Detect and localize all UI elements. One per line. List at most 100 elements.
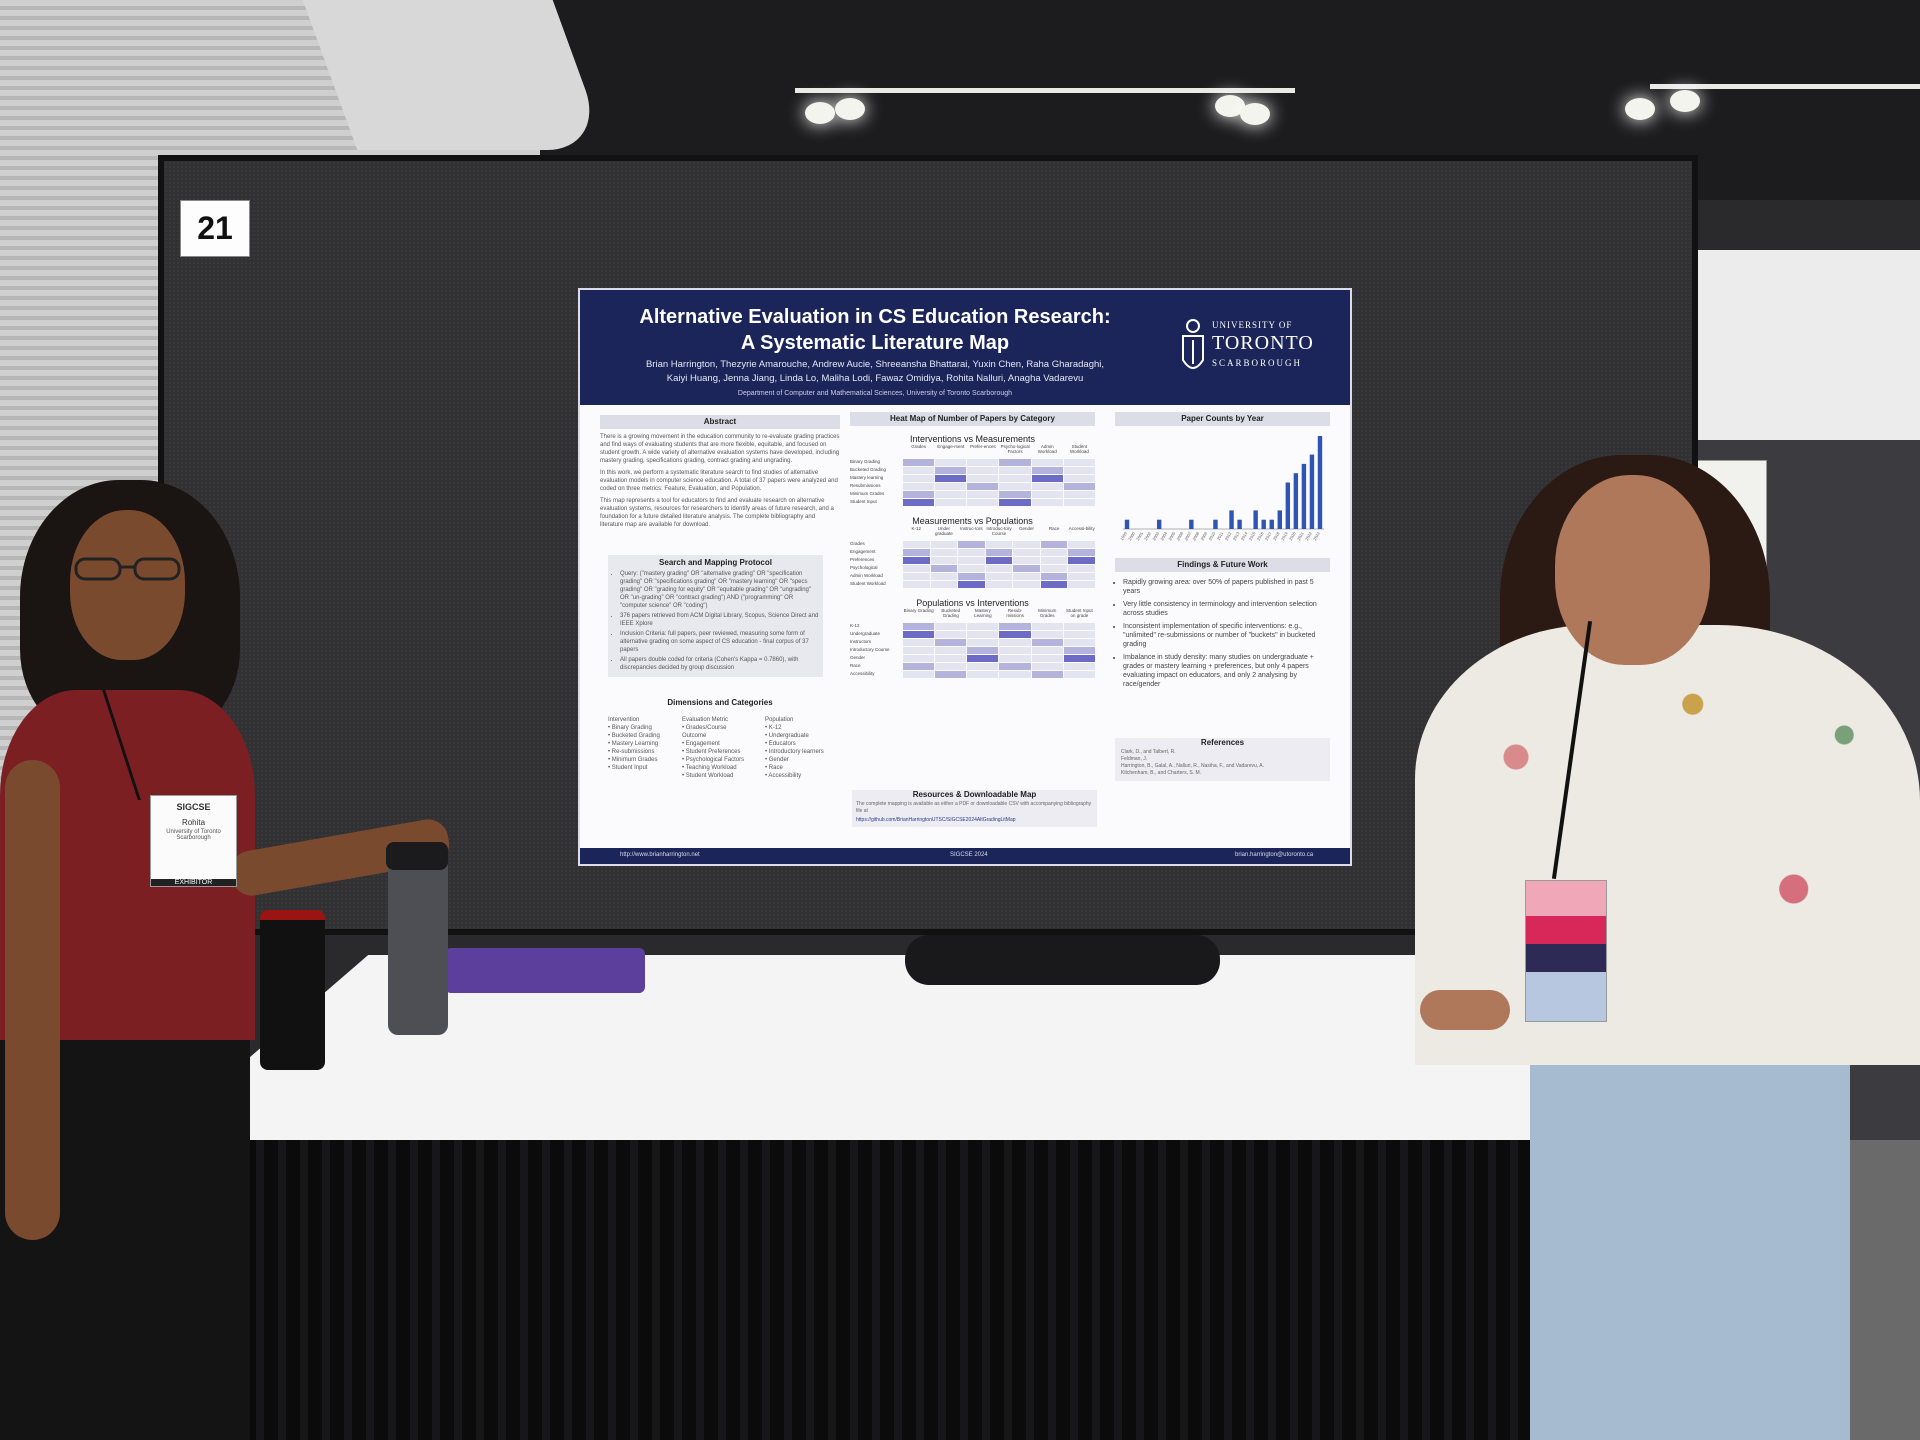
authors-line2: Kaiyi Huang, Jenna Jiang, Linda Lo, Mali…	[666, 373, 1084, 384]
heatmap-cell	[958, 541, 985, 548]
bar-2022	[1309, 454, 1315, 529]
finding-item: Very little consistency in terminology a…	[1123, 600, 1330, 618]
ceiling-lamp	[835, 98, 865, 120]
protocol-item: All papers double coded for criteria (Co…	[620, 656, 819, 672]
paper-counts-heading: Paper Counts by Year	[1115, 412, 1330, 426]
heatmap-cell	[903, 663, 935, 670]
ceiling-lamp	[1625, 98, 1655, 120]
heatmap-p-i-title: Populations vs Interventions	[916, 598, 1029, 608]
badge-ribbon: EXHIBITOR	[151, 879, 236, 886]
heatmap-col-header: Student Workload	[1069, 444, 1089, 454]
heatmap-cell	[958, 581, 985, 588]
heatmap-cell	[958, 565, 985, 572]
heatmap-cell	[930, 573, 958, 580]
heatmap-col-header: Binary Grading	[903, 608, 934, 613]
heatmap-cell	[1013, 557, 1040, 564]
heatmap-col-header: Engage-ment	[937, 444, 965, 449]
bar-2021	[1301, 463, 1307, 529]
heatmap-col-header: Student Input on grade	[1066, 608, 1093, 618]
heatmap-corner	[850, 444, 902, 458]
heatmap-cell	[903, 639, 935, 646]
heatmap-cell	[903, 549, 930, 556]
heatmap-cell	[999, 647, 1031, 654]
heatmap-cell	[1063, 499, 1095, 506]
glasses-icon	[74, 557, 181, 581]
heatmap-cell	[967, 671, 999, 678]
tick-label: 2010	[1208, 530, 1217, 541]
heatmap-cell	[958, 549, 985, 556]
heatmap-cell	[903, 459, 935, 466]
heatmap-corner	[850, 608, 902, 622]
heatmap-heading: Heat Map of Number of Papers by Category	[850, 412, 1095, 426]
resources-url[interactable]: https://github.com/BrianHarringtonUTSC/S…	[856, 817, 1016, 823]
heatmap-grid: Binary Grading Bucketed Grading Mastery Le…	[850, 608, 1095, 678]
heatmap-col-header: Race	[1048, 526, 1060, 531]
heatmap-cell	[985, 581, 1013, 588]
heatmap-row-header: Resubmissions	[850, 483, 881, 488]
heatmap-cell	[999, 655, 1031, 662]
heatmap-grid: K-12 Under graduate Instruc-tors Introduc-t…	[850, 526, 1095, 588]
finding-item: Rapidly growing area: over 50% of papers…	[1123, 578, 1330, 596]
heatmap-cell	[903, 483, 935, 490]
heatmap-cell	[999, 623, 1031, 630]
heatmap-row-header: Bucketed Grading	[850, 467, 887, 472]
heatmap-cell	[985, 557, 1013, 564]
purple-cloth	[445, 948, 645, 993]
heatmap-cell	[903, 499, 935, 506]
logo-line3: SCARBOROUGH	[1212, 358, 1303, 368]
dimension-item: • Accessibility	[765, 773, 802, 779]
dimensions-heading: Dimensions and Categories	[667, 698, 773, 707]
badge-org: University of Toronto Scarborough	[166, 829, 221, 841]
heatmap-cell	[999, 491, 1031, 498]
authors-line1: Brian Harrington, Thezyrie Amarouche, An…	[645, 359, 1105, 370]
heatmap-cell	[935, 655, 967, 662]
heatmap-cell	[1031, 459, 1063, 466]
protocol-section: Search and Mapping Protocol Query: ("mas…	[608, 555, 823, 677]
tick-label: 2020	[1288, 530, 1297, 541]
heatmap-section: Heat Map of Number of Papers by Category…	[850, 412, 1095, 678]
tick-label: 2012	[1224, 530, 1233, 541]
bar-2016	[1261, 519, 1266, 529]
heatmap-row-header: K-12	[850, 623, 860, 628]
heatmap-cell	[1031, 671, 1063, 678]
heatmap-row-header: Undergraduate	[850, 631, 881, 636]
heatmap-cell	[930, 581, 958, 588]
abstract-p2: In this work, we perform a systematic li…	[600, 470, 838, 492]
heatmap-cell	[1031, 663, 1063, 670]
heatmap-col-header: Instruc-tors	[960, 526, 983, 531]
heatmap-cell	[1013, 581, 1040, 588]
heatmap-cell	[1063, 491, 1095, 498]
tick-label: 2007	[1183, 530, 1192, 541]
dim-evaluations: Evaluation Metric • Grades/Course Outcom…	[682, 716, 747, 780]
heatmap-cell	[930, 565, 958, 572]
heatmap-populations-interventions: Binary Grading Bucketed Grading Mastery Le…	[850, 608, 1095, 678]
finding-item: Inconsistent implementation of specific …	[1123, 622, 1330, 649]
tick-label: 2004	[1159, 530, 1168, 541]
heatmap-col-header: Prefer-ences	[970, 444, 996, 449]
poster-footer: http://www.brianharrington.net SIGCSE 20…	[580, 848, 1350, 864]
dimension-item: • Educators	[765, 741, 796, 747]
tick-label: 2009	[1200, 530, 1209, 541]
dimension-item: • Minimum Grades	[608, 757, 658, 763]
heatmap-cell	[1013, 549, 1040, 556]
heatmap-cell	[967, 467, 999, 474]
bar-2017	[1269, 519, 1274, 529]
dim-interventions-heading: Intervention	[608, 717, 640, 723]
heatmap-cell	[1063, 631, 1095, 638]
poster-header	[580, 290, 1350, 405]
heatmap-row-header: Grades	[850, 541, 865, 546]
heatmap-interventions-measurements: Grades Engage-ment Prefer-ences Psycho-logi…	[850, 444, 1095, 506]
heatmap-cell	[967, 639, 999, 646]
protocol-item: 376 papers retrieved from ACM Digital Li…	[620, 612, 819, 628]
bar-2010	[1213, 519, 1218, 529]
tick-label: 2022	[1304, 530, 1313, 541]
heatmap-col-header: Minimum Grades	[1038, 608, 1057, 618]
bar-2007	[1189, 519, 1194, 529]
heatmap-cell	[967, 647, 999, 654]
dimension-item: • Grades/Course Outcome	[682, 725, 727, 739]
ceiling-lamp	[1215, 95, 1245, 117]
bottle-cap	[386, 842, 448, 870]
heatmap-cell	[1031, 623, 1063, 630]
uoft-logo: UNIVERSITY OF TORONTO SCARBOROUGH	[1180, 312, 1330, 382]
tick-label: 2006	[1175, 530, 1184, 541]
